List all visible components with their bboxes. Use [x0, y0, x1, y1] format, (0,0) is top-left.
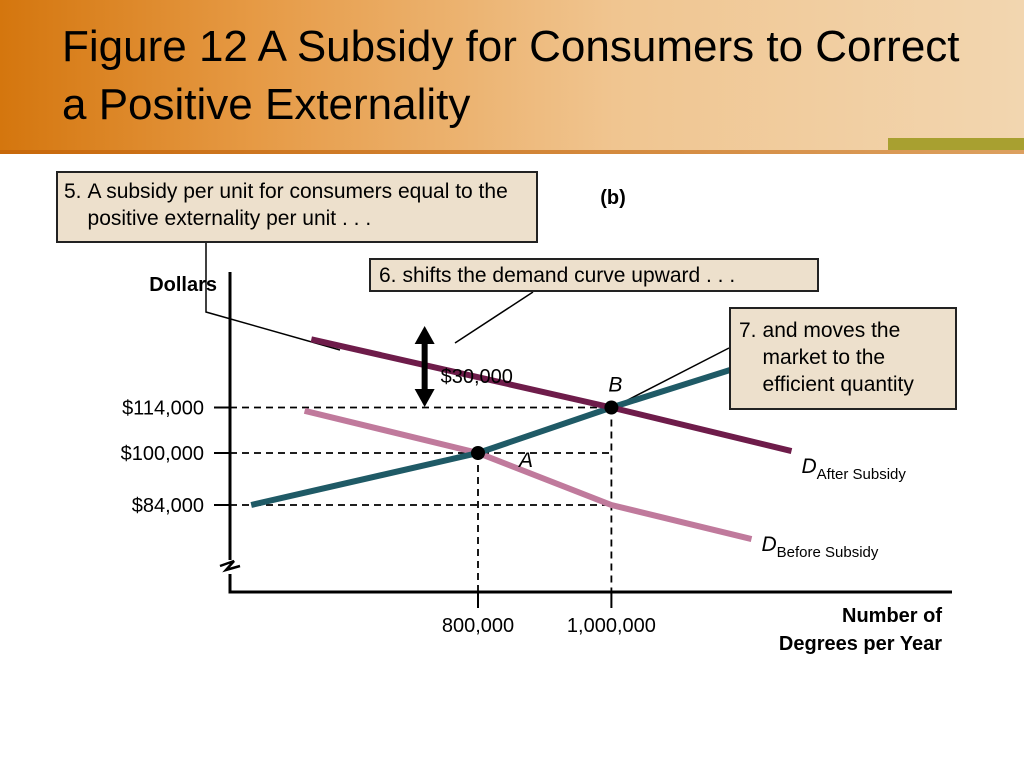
- note-number: 7.: [739, 319, 757, 342]
- accent-stripe: [888, 138, 1024, 152]
- callout-leaders: [205, 243, 730, 406]
- chart-marks: [414, 326, 619, 460]
- demand-after-subsidy-curve: [310, 336, 793, 455]
- x-axis-label-line1: Number of: [842, 605, 942, 627]
- axis-break-icon: [219, 559, 241, 573]
- x-tick-label: 800,000: [442, 615, 514, 637]
- note-text: A subsidy per unit for consumers equal t…: [87, 180, 508, 230]
- note-number: 5.: [64, 180, 82, 203]
- banner-bottom-band: [0, 150, 1024, 154]
- subsidy-arrow-head-down: [414, 389, 435, 407]
- y-axis-label: Dollars: [149, 274, 217, 296]
- curve-label-demand-after: DAfter Subsidy: [801, 455, 906, 483]
- equilibrium-point-b: [604, 400, 619, 415]
- y-tick-label: $84,000: [132, 495, 204, 517]
- subsidy-amount-label: $30,000: [441, 366, 513, 388]
- callout-note-5: 5. A subsidy per unit for consumers equa…: [56, 171, 538, 243]
- note-text: shifts the demand curve upward . . .: [402, 264, 736, 287]
- point-label-b: B: [608, 374, 622, 397]
- curve-label-demand-before: DBefore Subsidy: [761, 533, 878, 561]
- note7-leader: [617, 347, 730, 406]
- note-number: 6.: [379, 264, 397, 287]
- guide-lines: [230, 406, 613, 592]
- note5-leader: [205, 243, 341, 351]
- slide-title: Figure 12 A Subsidy for Consumers to Cor…: [62, 22, 960, 129]
- note6-leader: [454, 291, 534, 344]
- y-tick-label: $114,000: [122, 398, 204, 420]
- x-tick-label: 1,000,000: [567, 615, 656, 637]
- supply-curve: [250, 365, 736, 508]
- chart-labels: $114,000 $100,000 $84,000 800,000 1,000,000 D…: [121, 187, 943, 655]
- y-tick-label: $100,000: [121, 443, 204, 465]
- callout-note-7: 7. and moves the market to the efficient…: [729, 307, 957, 410]
- curves: [250, 336, 793, 543]
- demand-before-subsidy-curve: [303, 407, 753, 543]
- note-text: and moves the market to the efficient qu…: [762, 319, 914, 396]
- x-axis-label-line2: Degrees per Year: [779, 633, 942, 655]
- point-label-a: A: [517, 449, 533, 472]
- title-banner: Figure 12 A Subsidy for Consumers to Cor…: [0, 0, 1024, 154]
- equilibrium-point-a: [471, 446, 485, 460]
- panel-label: (b): [600, 187, 626, 209]
- callout-note-6: 6. shifts the demand curve upward . . .: [369, 258, 819, 292]
- axes: [214, 272, 952, 608]
- subsidy-arrow-head-up: [414, 326, 435, 344]
